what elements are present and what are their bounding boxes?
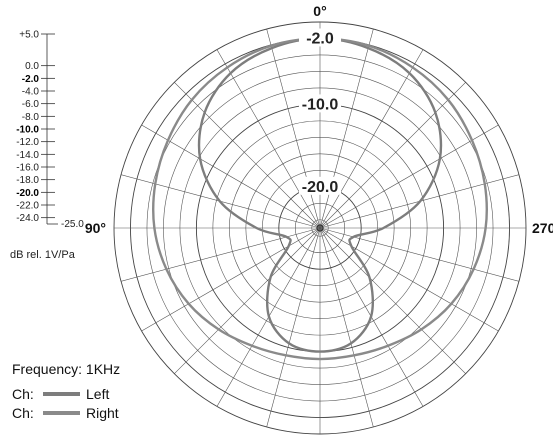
grid-spoke [216, 49, 321, 229]
grid-spoke [174, 82, 321, 229]
scale-tick-label: -25.0 [61, 219, 84, 230]
angle-label-270: 270° [532, 220, 553, 236]
angle-labels: 0°90°180°270° [85, 3, 553, 236]
grid-spoke [266, 28, 321, 229]
legend-label-right: Right [86, 405, 119, 421]
grid-spoke [319, 28, 374, 229]
scale-tick-label: 0.0 [25, 61, 39, 72]
ring-label-bg [299, 28, 341, 47]
scale-tick-label: -12.0 [16, 137, 39, 148]
scale-tick-label: -8.0 [22, 112, 40, 123]
grid-spoke [319, 82, 466, 229]
scale-tick-label: -24.0 [16, 213, 39, 224]
scale-tick-label: +5.0 [19, 30, 39, 41]
series-layer [152, 37, 488, 361]
scale-tick-label: -20.0 [16, 188, 39, 199]
ring-label: -2.0 [306, 30, 334, 47]
ring-label-bg [299, 176, 341, 195]
scale-tick-label: -18.0 [16, 175, 39, 186]
angle-label-0: 0° [313, 3, 326, 19]
ring-label-bg [299, 94, 341, 113]
legend: Frequency: 1KHz Ch: Left Ch: Right [12, 361, 120, 421]
grid-spoke [319, 49, 424, 229]
scale-tick-label: -2.0 [22, 74, 40, 85]
legend-prefix: Ch: [12, 405, 34, 421]
series-left-curve [197, 37, 443, 353]
ring-label: -10.0 [302, 96, 339, 113]
scale-tick-label: -10.0 [16, 125, 39, 136]
polar-grid [113, 21, 527, 435]
center-mark [316, 224, 324, 232]
ring-label: -20.0 [302, 179, 339, 196]
grid-spoke [319, 227, 520, 282]
grid-spoke [174, 227, 321, 374]
legend-title: Frequency: 1KHz [12, 361, 120, 377]
legend-label-left: Left [86, 386, 109, 402]
scale-tick-label: -14.0 [16, 150, 39, 161]
grid-spoke [319, 227, 466, 374]
scale-tick-label: -16.0 [16, 163, 39, 174]
scale-tick-label: -22.0 [16, 201, 39, 212]
db-scale: +5.0 0.0 -2.0 -4.0-6.0 -8.0 -10.0-12.0 -14.0 -1… [10, 30, 84, 262]
grid-spoke [266, 227, 321, 428]
angle-label-90: 90° [85, 220, 106, 236]
grid-spoke [141, 124, 321, 229]
scale-unit-label: dB rel. 1V/Pa [10, 249, 76, 261]
ring-labels: -2.0 -10.0 -20.0 [299, 28, 341, 196]
series-right-curve [152, 37, 488, 361]
legend-prefix: Ch: [12, 386, 34, 402]
grid-spoke [120, 227, 321, 282]
scale-tick-label: -6.0 [22, 99, 40, 110]
grid-spoke [319, 227, 374, 428]
scale-tick-label: -4.0 [22, 87, 40, 98]
grid-spoke [319, 124, 499, 229]
